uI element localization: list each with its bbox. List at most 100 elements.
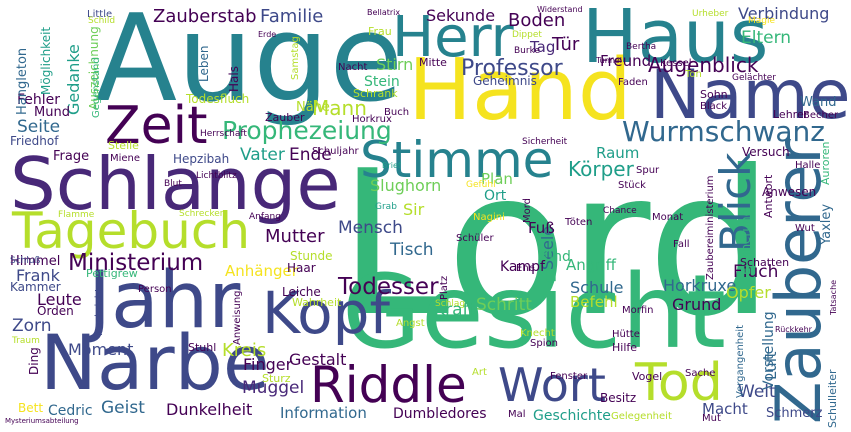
cloud-word: Schild [88, 16, 116, 26]
cloud-word: Brief [382, 161, 401, 170]
cloud-word: Geheimnis [473, 74, 537, 88]
cloud-word: Bellatrix [367, 8, 401, 17]
cloud-word: Tisch [390, 240, 434, 260]
cloud-word: Kessel [660, 58, 692, 69]
cloud-word: Mensch [338, 218, 403, 238]
cloud-word: Lehrer [773, 108, 809, 121]
cloud-word: Traum [12, 336, 40, 346]
cloud-word: Luft [762, 351, 780, 381]
cloud-word: Schmerz [766, 406, 823, 421]
cloud-word: Besitz [600, 391, 637, 405]
cloud-word: Zaubereiministerium [705, 175, 716, 280]
cloud-word: Töten [565, 217, 593, 228]
cloud-word: Boden [508, 10, 566, 31]
cloud-word: Monat [652, 212, 684, 223]
cloud-word: Faden [618, 77, 648, 88]
cloud-word: Opfer [726, 283, 771, 302]
cloud-word: Sekunde [426, 6, 496, 25]
cloud-word: Auge [95, 0, 404, 129]
cloud-word: Stuhl [188, 341, 217, 354]
cloud-word: Narbe [40, 318, 270, 407]
cloud-word: Grund [672, 295, 722, 314]
cloud-word: Schluß [10, 256, 41, 266]
cloud-word: Haus [582, 0, 769, 80]
cloud-word: Information [280, 404, 367, 422]
cloud-word: Anhänger [225, 262, 298, 280]
cloud-word: Schlag [435, 299, 466, 309]
cloud-word: Stelle [108, 139, 139, 152]
cloud-word: Horkruxe [663, 276, 737, 295]
cloud-word: Yaxley [819, 203, 834, 245]
cloud-word: Himmel [10, 254, 61, 269]
cloud-word: Moment [68, 340, 134, 359]
cloud-word: Todesfluch [186, 92, 250, 106]
cloud-word: Dippet [512, 30, 542, 40]
cloud-word: Tatsache [829, 279, 838, 315]
cloud-word: Zeit [105, 96, 208, 156]
cloud-word: Stunde [290, 249, 333, 263]
cloud-word: Hand [408, 41, 632, 140]
cloud-word: Auroren [819, 141, 832, 185]
cloud-word: Professor [461, 56, 563, 81]
cloud-word: Geschichte [533, 408, 611, 424]
cloud-word: Knecht [520, 328, 555, 339]
cloud-word: Gefühl [466, 180, 496, 190]
cloud-word: Herr [392, 5, 514, 70]
cloud-word: Wahrheit [292, 296, 342, 309]
cloud-word: Kampf [500, 259, 545, 275]
cloud-word: Horkrux [352, 114, 392, 125]
cloud-word: Familie [260, 6, 324, 27]
cloud-word: Haar [287, 261, 316, 275]
cloud-word: Wort [498, 358, 606, 412]
cloud-word: Stück [618, 180, 646, 191]
cloud-word: Art [472, 367, 487, 378]
cloud-word: Orden [37, 304, 74, 318]
cloud-word: Black [700, 101, 728, 112]
cloud-word: Wut [795, 223, 815, 234]
cloud-word: Bett [18, 401, 44, 415]
cloud-word: Frage [53, 149, 90, 164]
cloud-word: Mutter [265, 226, 325, 247]
cloud-word: Mitte [419, 56, 447, 69]
cloud-word: Schüler [456, 233, 494, 244]
cloud-word: Todesser [338, 274, 439, 300]
cloud-word: Erde [258, 30, 277, 39]
cloud-word: Fluch [733, 262, 779, 282]
cloud-word: Fenster [550, 371, 588, 382]
cloud-word: Hals [227, 66, 241, 92]
cloud-word: Name [650, 56, 851, 135]
cloud-word: Burke [514, 46, 541, 56]
cloud-word: Flamme [58, 210, 95, 220]
cloud-word: Sache [685, 368, 716, 379]
cloud-word: Spur [636, 165, 660, 176]
cloud-word: Kreis [222, 340, 267, 361]
cloud-word: Mut [702, 413, 721, 424]
cloud-word: Jahr [88, 256, 241, 346]
cloud-word: Hepzibah [173, 152, 230, 166]
cloud-word: Sohn [700, 88, 728, 101]
cloud-word: Schritt [476, 295, 532, 315]
cloud-word: Urheber [692, 9, 729, 19]
cloud-word: Magie [748, 16, 776, 26]
cloud-word: Antwort [762, 174, 775, 218]
cloud-word: Welt [738, 382, 776, 402]
cloud-word: Befehl [570, 293, 618, 311]
cloud-word: Ton [685, 69, 702, 80]
cloud-word: Stein [364, 74, 400, 90]
cloud-word: Sir [403, 200, 425, 219]
cloud-word: Wand [800, 95, 837, 110]
cloud-word: Nacht [338, 62, 368, 73]
cloud-word: Hangleton [15, 47, 30, 115]
cloud-word: Hütte [612, 329, 640, 340]
cloud-word: Schuljahr [312, 146, 359, 157]
cloud-word: Stirn [376, 55, 414, 74]
cloud-word: Cedric [48, 403, 93, 419]
cloud-word: Dunkelheit [166, 400, 253, 419]
cloud-word: Vogel [632, 370, 663, 383]
cloud-word: Chance [603, 206, 637, 216]
cloud-word: Anwesen [762, 185, 817, 199]
cloud-word: Nähe [296, 100, 330, 115]
cloud-word: Zauber [265, 111, 305, 124]
cloud-word: Leben [197, 45, 211, 82]
cloud-word: Becher [803, 110, 839, 121]
